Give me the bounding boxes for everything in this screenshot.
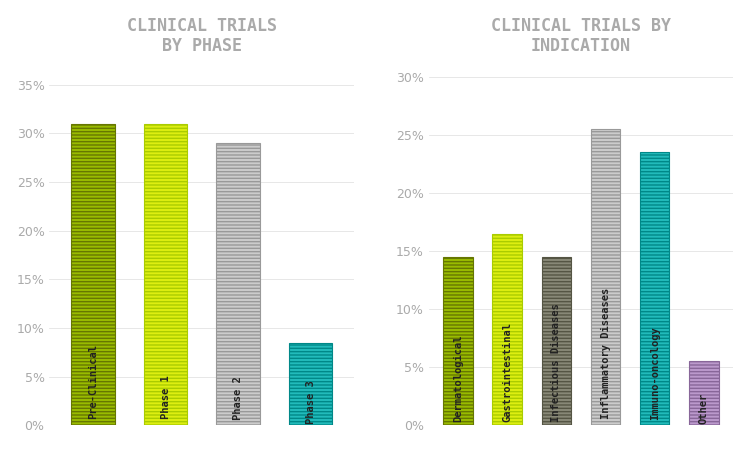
Text: Phase 2: Phase 2 bbox=[233, 376, 243, 420]
Bar bbox=[71, 124, 115, 425]
Text: Gastrointestinal: Gastrointestinal bbox=[503, 321, 512, 422]
Text: Pre-Clinical: Pre-Clinical bbox=[88, 344, 98, 419]
Bar bbox=[542, 257, 571, 425]
Bar bbox=[216, 143, 260, 425]
Text: Inflammatory Diseases: Inflammatory Diseases bbox=[601, 288, 610, 419]
Text: Phase 3: Phase 3 bbox=[306, 380, 316, 424]
Text: Immuno-oncology: Immuno-oncology bbox=[650, 326, 660, 420]
Bar bbox=[289, 342, 332, 425]
Bar bbox=[443, 257, 472, 425]
Text: Phase 1: Phase 1 bbox=[160, 376, 170, 419]
Text: Other: Other bbox=[699, 393, 709, 424]
Title: CLINICAL TRIALS
BY PHASE: CLINICAL TRIALS BY PHASE bbox=[127, 17, 277, 55]
Title: CLINICAL TRIALS BY
INDICATION: CLINICAL TRIALS BY INDICATION bbox=[491, 17, 671, 55]
Bar bbox=[689, 361, 718, 425]
Bar bbox=[144, 124, 188, 425]
Bar bbox=[591, 129, 620, 425]
Text: Infectious Diseases: Infectious Diseases bbox=[551, 303, 561, 422]
Bar bbox=[493, 234, 522, 425]
Bar bbox=[640, 153, 670, 425]
Text: Dermatological: Dermatological bbox=[453, 334, 463, 422]
